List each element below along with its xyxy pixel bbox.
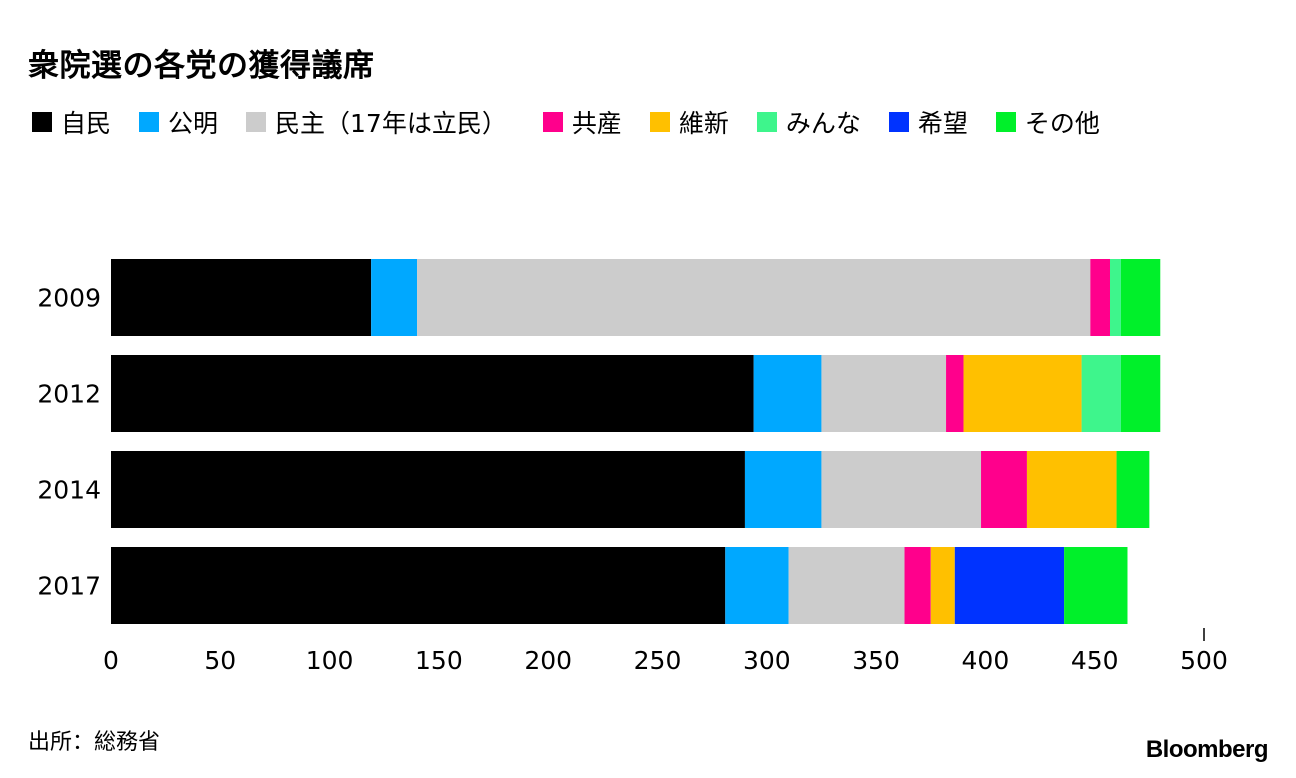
y-tick-label: 2009 xyxy=(37,284,101,313)
x-tick-label: 400 xyxy=(962,646,1010,675)
bar-segment xyxy=(821,355,947,432)
legend-swatch xyxy=(888,112,909,132)
bar-segment xyxy=(111,355,754,432)
bar-segment xyxy=(1026,451,1117,528)
bar-segment xyxy=(111,547,726,624)
legend-swatch xyxy=(756,112,777,132)
bar-segment xyxy=(753,355,822,432)
legend-label: 維新 xyxy=(678,109,729,138)
legend-label: 共産 xyxy=(571,109,622,138)
x-tick-label: 350 xyxy=(852,646,900,675)
legend-item: 民主（17年は立民） xyxy=(246,104,507,140)
bar-segment xyxy=(1116,451,1150,528)
x-tick-label: 450 xyxy=(1071,646,1119,675)
bar-segment xyxy=(930,547,955,624)
legend-swatch xyxy=(32,112,52,132)
legend-item: その他 xyxy=(995,104,1100,140)
bar-segment xyxy=(1090,259,1110,336)
chart-legend: 自民 公明 民主（17年は立民） 共産 維新 みんな 希望 その他 xyxy=(32,104,1128,140)
x-tick-label: 200 xyxy=(524,646,572,675)
legend-label: 希望 xyxy=(917,109,968,138)
bar-segment xyxy=(111,259,372,336)
legend-swatch xyxy=(246,112,267,132)
legend-swatch xyxy=(542,112,563,132)
y-tick-label: 2014 xyxy=(37,476,101,505)
bar-segment xyxy=(744,451,822,528)
bar-segment xyxy=(904,547,931,624)
legend-label: 公明 xyxy=(168,109,219,138)
x-tick-label: 250 xyxy=(634,646,682,675)
chart-title: 衆院選の各党の獲得議席 xyxy=(28,48,375,84)
legend-item: 公明 xyxy=(139,104,218,140)
bar-segment xyxy=(954,547,1065,624)
legend-swatch xyxy=(649,112,670,132)
legend-label: その他 xyxy=(1024,109,1100,138)
source-note: 出所：総務省 xyxy=(28,730,161,755)
bar-segment xyxy=(946,355,964,432)
legend-item: 維新 xyxy=(649,104,729,140)
bar-segment xyxy=(821,451,982,528)
bar-segment xyxy=(1110,259,1121,336)
legend-label: 民主（17年は立民） xyxy=(275,109,507,138)
bar-segment xyxy=(981,451,1027,528)
bar-segment xyxy=(111,451,745,528)
x-tick-label: 50 xyxy=(204,646,236,675)
legend-label: みんな xyxy=(785,109,861,138)
bar-segment xyxy=(371,259,418,336)
bar-segment xyxy=(1120,259,1161,336)
bar-segment xyxy=(725,547,789,624)
y-tick-label: 2012 xyxy=(37,380,101,409)
x-tick-label: 0 xyxy=(103,646,119,675)
bar-segment xyxy=(1081,355,1121,432)
bar-segment xyxy=(963,355,1082,432)
y-tick-label: 2017 xyxy=(37,572,101,601)
bar-segment xyxy=(1120,355,1161,432)
legend-item: 自民 xyxy=(32,104,111,140)
bar-segment xyxy=(1064,547,1128,624)
legend-item: 共産 xyxy=(542,104,622,140)
legend-label: 自民 xyxy=(61,109,112,138)
bar-segment xyxy=(417,259,1091,336)
legend-item: みんな xyxy=(756,104,861,140)
legend-swatch xyxy=(139,112,160,132)
x-tick-label: 100 xyxy=(306,646,354,675)
x-tick-label: 500 xyxy=(1180,646,1228,675)
x-tick-label: 300 xyxy=(743,646,791,675)
legend-item: 希望 xyxy=(888,104,968,140)
x-tick-label: 150 xyxy=(415,646,463,675)
legend-swatch xyxy=(995,112,1016,132)
bar-segment xyxy=(788,547,905,624)
brand-logo: Bloomberg xyxy=(1145,736,1269,763)
